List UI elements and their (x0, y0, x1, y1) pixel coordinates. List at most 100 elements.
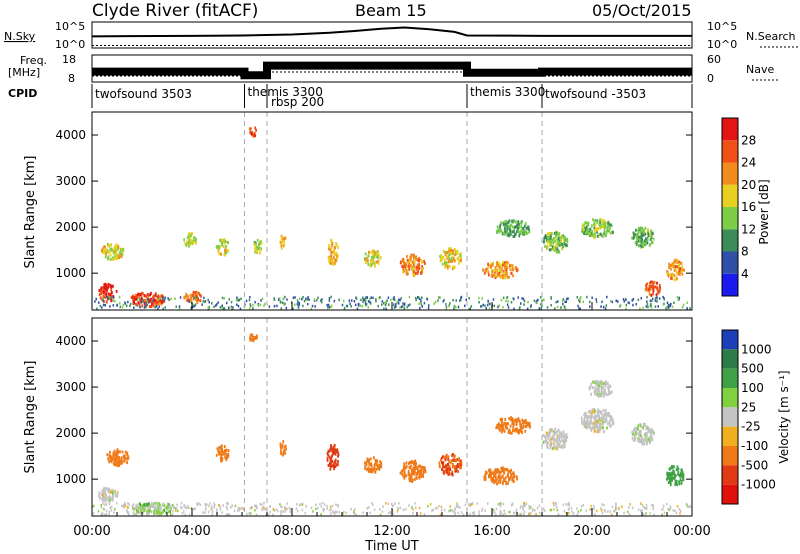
heatmap-cell (217, 301, 219, 304)
heatmap-cell (498, 271, 501, 275)
heatmap-cell (257, 304, 260, 307)
heatmap-cell (137, 292, 140, 296)
heatmap-cell (469, 307, 471, 310)
heatmap-cell (639, 227, 642, 231)
heatmap-cell (188, 298, 190, 302)
heatmap-cell (337, 460, 339, 463)
heatmap-cell (444, 455, 447, 459)
heatmap-cell (215, 453, 218, 457)
nsky-tick-bottom-right: 10^0 (707, 38, 737, 51)
heatmap-cell (650, 432, 653, 436)
heatmap-cell (484, 474, 487, 478)
heatmap-cell (650, 280, 653, 284)
heatmap-cell (105, 283, 107, 287)
heatmap-cell (565, 439, 568, 443)
heatmap-cell (540, 303, 542, 306)
heatmap-cell (123, 459, 126, 463)
heatmap-cell (102, 297, 104, 300)
cpid-segment-label: rbsp 200 (271, 95, 324, 109)
heatmap-cell (367, 300, 370, 303)
heatmap-cell (489, 474, 491, 477)
heatmap-cell (661, 513, 663, 516)
heatmap-cell (596, 230, 598, 234)
heatmap-cell (668, 508, 670, 512)
heatmap-cell (110, 490, 112, 494)
heatmap-cell (279, 240, 282, 244)
heatmap-cell (540, 296, 542, 299)
heatmap-cell (576, 296, 578, 299)
heatmap-cell (679, 270, 682, 274)
heatmap-cell (410, 257, 412, 261)
heatmap-cell (157, 302, 160, 306)
heatmap-cell (454, 251, 457, 255)
heatmap-cell (326, 303, 328, 307)
heatmap-cell (164, 306, 166, 309)
heatmap-cell (213, 502, 215, 505)
heatmap-cell (251, 337, 254, 341)
heatmap-cell (671, 476, 674, 480)
heatmap-cell (665, 306, 668, 309)
heatmap-cell (673, 472, 676, 476)
heatmap-cell (632, 438, 635, 442)
heatmap-cell (284, 236, 287, 240)
heatmap-cell (336, 510, 338, 514)
heatmap-cell (408, 261, 411, 265)
heatmap-cell (115, 255, 118, 259)
heatmap-cell (458, 459, 461, 463)
heatmap-cell (492, 508, 495, 512)
heatmap-cell (679, 509, 682, 513)
heatmap-cell (406, 254, 408, 258)
heatmap-cell (219, 306, 222, 309)
heatmap-cell (519, 420, 521, 424)
heatmap-cell (328, 244, 330, 248)
heatmap-cell (671, 262, 674, 266)
heatmap-cell (589, 426, 592, 430)
heatmap-cell (596, 422, 599, 426)
heatmap-cell (307, 296, 309, 299)
heatmap-cell (504, 261, 506, 265)
heatmap-cell (495, 513, 497, 517)
heatmap-cell (615, 502, 617, 506)
heatmap-cell (641, 232, 643, 236)
heatmap-cell (147, 509, 149, 513)
heatmap-cell (131, 504, 134, 508)
heatmap-cell (447, 462, 450, 466)
heatmap-cell (512, 230, 515, 234)
heatmap-cell (104, 487, 107, 491)
heatmap-cell (292, 296, 295, 299)
heatmap-cell (647, 305, 649, 309)
heatmap-cell (555, 502, 558, 506)
heatmap-cell (602, 408, 605, 412)
heatmap-cell (105, 503, 108, 506)
heatmap-cell (589, 508, 592, 511)
heatmap-cell (223, 452, 226, 456)
heatmap-cell (115, 463, 118, 467)
heatmap-cell (599, 428, 601, 432)
heatmap-cell (597, 389, 600, 393)
colorbar-tick-label: 100 (741, 381, 764, 395)
heatmap-cell (116, 304, 118, 307)
heatmap-cell (605, 382, 608, 386)
heatmap-cell (632, 303, 634, 307)
heatmap-cell (115, 501, 118, 505)
heatmap-cell (594, 380, 597, 384)
heatmap-cell (184, 295, 187, 299)
heatmap-cell (408, 477, 411, 481)
heatmap-cell (421, 265, 424, 269)
heatmap-cell (648, 282, 651, 286)
heatmap-cell (600, 509, 603, 512)
heatmap-cell (495, 470, 498, 474)
heatmap-cell (446, 265, 449, 269)
heatmap-cell (408, 258, 411, 262)
heatmap-cell (415, 258, 418, 262)
heatmap-cell (603, 224, 606, 228)
heatmap-cell (652, 289, 655, 293)
heatmap-cell (338, 510, 340, 514)
heatmap-cell (403, 269, 405, 273)
heatmap-cell (646, 442, 648, 446)
heatmap-cell (329, 467, 332, 471)
heatmap-cell (610, 418, 612, 422)
heatmap-cell (150, 501, 153, 505)
heatmap-cell (521, 297, 523, 300)
heatmap-cell (644, 288, 647, 292)
